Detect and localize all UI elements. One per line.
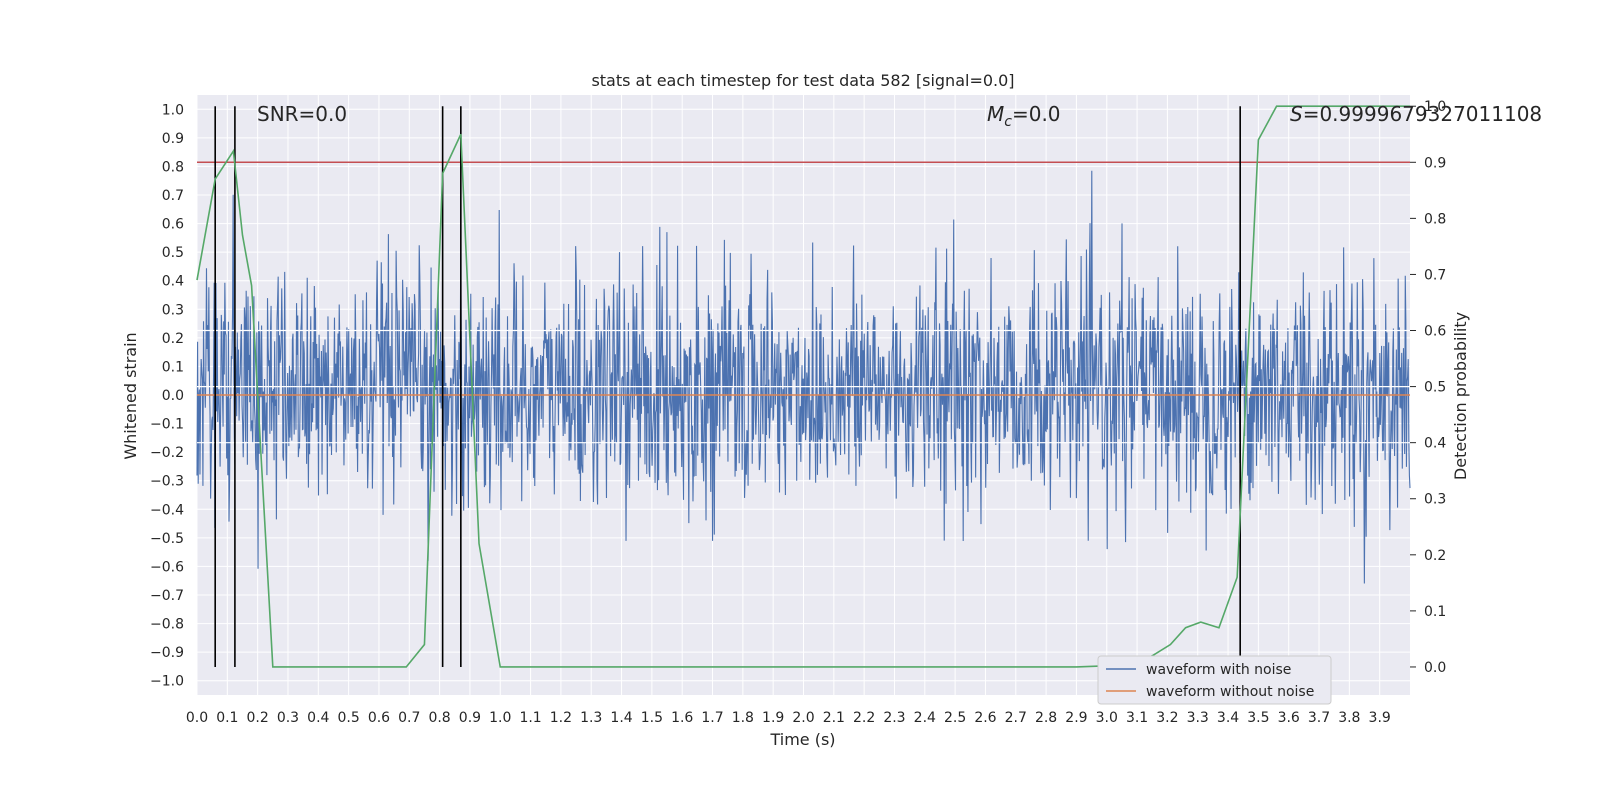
right-y-tick-label: 0.6 <box>1424 324 1446 340</box>
y-tick-label: 0.0 <box>162 388 184 404</box>
x-tick-label: 2.4 <box>914 710 936 726</box>
legend-label-noise: waveform with noise <box>1146 662 1291 678</box>
y-tick-label: −0.2 <box>150 445 184 461</box>
x-tick-label: 1.9 <box>762 710 784 726</box>
x-tick-label: 1.5 <box>641 710 663 726</box>
x-tick-label: 3.4 <box>1217 710 1239 726</box>
y-tick-label: 0.9 <box>162 131 184 147</box>
right-y-tick-label: 0.2 <box>1424 548 1446 564</box>
y-axis-label: Whitened strain <box>121 332 140 459</box>
x-tick-label: 2.5 <box>944 710 966 726</box>
series-waveform-with-noise <box>196 170 1411 584</box>
x-axis-label: Time (s) <box>769 730 835 749</box>
y-tick-label: −0.8 <box>150 617 184 633</box>
x-tick-label: 3.3 <box>1187 710 1209 726</box>
y-tick-label: 1.0 <box>162 102 184 118</box>
right-y-tick-label: 0.7 <box>1424 267 1446 283</box>
x-tick-label: 2.2 <box>853 710 875 726</box>
x-tick-label: 0.2 <box>247 710 269 726</box>
x-tick-label: 3.8 <box>1338 710 1360 726</box>
y-tick-label: 0.1 <box>162 359 184 375</box>
y-tick-label: 0.6 <box>162 217 184 233</box>
y-tick-label: −0.5 <box>150 531 184 547</box>
noise-trace <box>196 170 1411 584</box>
x-tick-label: 2.3 <box>883 710 905 726</box>
x-tick-label: 1.3 <box>580 710 602 726</box>
y-tick-label: −0.1 <box>150 417 184 433</box>
legend: waveform with noise waveform without noi… <box>1097 655 1332 705</box>
x-tick-label: 1.1 <box>519 710 541 726</box>
x-tick-label: 0.8 <box>428 710 450 726</box>
right-y-tick-label: 0.5 <box>1424 380 1446 396</box>
chirp-mass-annotation: Mc=0.0 <box>987 102 1061 130</box>
x-tick-label: 3.1 <box>1126 710 1148 726</box>
x-tick-label: 3.5 <box>1247 710 1269 726</box>
y-tick-label: −0.7 <box>150 588 184 604</box>
detection-markers <box>214 106 1241 667</box>
snr-annotation: SNR=0.0 <box>257 102 347 126</box>
x-tick-label: 1.4 <box>610 710 632 726</box>
y-tick-label: 0.7 <box>162 188 184 204</box>
x-tick-label: 0.5 <box>337 710 359 726</box>
y-tick-label: 0.5 <box>162 245 184 261</box>
score-annotation: S=0.9999679327011108 <box>1290 102 1542 126</box>
x-tick-label: 3.7 <box>1308 710 1330 726</box>
right-y-axis-ticks: 1.0 0.9 0.8 0.7 0.6 0.5 0.4 0.3 0.2 0.1 0.0 <box>1410 99 1446 676</box>
y-tick-label: −0.6 <box>150 559 184 575</box>
right-y-tick-label: 0.8 <box>1424 211 1446 227</box>
x-tick-label: 2.8 <box>1035 710 1057 726</box>
x-tick-label: 1.8 <box>732 710 754 726</box>
y-tick-label: 0.3 <box>162 302 184 318</box>
x-tick-label: 0.3 <box>277 710 299 726</box>
y-tick-label: 0.2 <box>162 331 184 347</box>
x-tick-label: 0.1 <box>216 710 238 726</box>
y-tick-label: −0.4 <box>150 502 184 518</box>
x-axis-ticks: 0.0 0.1 0.2 0.3 0.4 0.5 0.6 0.7 0.8 0.9 1.0 1.1 1.2 1… <box>186 710 1391 726</box>
right-y-tick-label: 0.4 <box>1424 436 1446 452</box>
x-tick-label: 0.6 <box>368 710 390 726</box>
x-tick-label: 2.1 <box>823 710 845 726</box>
x-tick-label: 2.7 <box>1005 710 1027 726</box>
x-tick-label: 1.0 <box>489 710 511 726</box>
legend-box <box>1097 655 1332 705</box>
y-axis-ticks: 1.0 0.9 0.8 0.7 0.6 0.5 0.4 0.3 0.2 0.1 0.0 −0.1 −0.… <box>150 102 184 689</box>
x-tick-label: 3.6 <box>1278 710 1300 726</box>
y-tick-label: −0.3 <box>150 474 184 490</box>
right-y-axis-label: Detection probability <box>1451 312 1470 480</box>
y-tick-label: 0.8 <box>162 159 184 175</box>
y-tick-label: 0.4 <box>162 274 184 290</box>
right-axis-grid-lines <box>197 329 1410 444</box>
y-tick-label: −1.0 <box>150 674 184 690</box>
legend-label-clean: waveform without noise <box>1146 684 1314 700</box>
x-tick-label: 0.7 <box>398 710 420 726</box>
x-tick-label: 0.4 <box>307 710 329 726</box>
x-tick-label: 2.6 <box>974 710 996 726</box>
x-tick-label: 3.0 <box>1096 710 1118 726</box>
y-tick-label: −0.9 <box>150 645 184 661</box>
right-y-tick-label: 0.3 <box>1424 492 1446 508</box>
chart-title: stats at each timestep for test data 582… <box>591 71 1014 90</box>
x-tick-label: 1.7 <box>701 710 723 726</box>
right-y-tick-label: 0.9 <box>1424 155 1446 171</box>
probability-trace <box>196 105 1410 668</box>
right-y-tick-label: 0.1 <box>1424 604 1446 620</box>
right-y-tick-label: 1.0 <box>1424 99 1446 115</box>
x-tick-label: 2.9 <box>1065 710 1087 726</box>
x-tick-label: 0.0 <box>186 710 208 726</box>
x-tick-label: 3.2 <box>1156 710 1178 726</box>
x-tick-label: 1.6 <box>671 710 693 726</box>
x-tick-label: 1.2 <box>550 710 572 726</box>
series-detection-probability <box>196 105 1410 668</box>
right-y-tick-label: 0.0 <box>1424 660 1446 676</box>
x-tick-label: 0.9 <box>459 710 481 726</box>
x-tick-label: 2.0 <box>792 710 814 726</box>
x-tick-label: 3.9 <box>1369 710 1391 726</box>
